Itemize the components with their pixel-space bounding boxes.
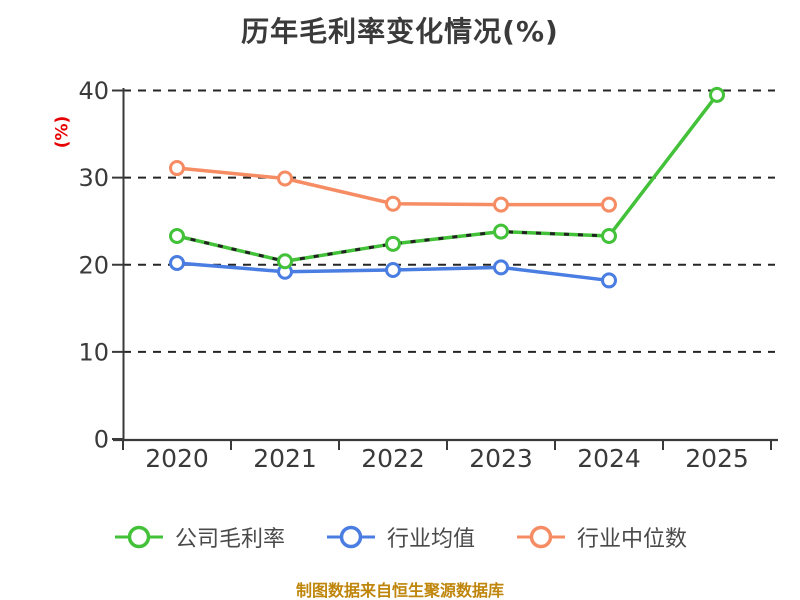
legend-item-company-gross-margin[interactable]: 公司毛利率 xyxy=(113,521,285,553)
legend-label-company-gross-margin: 公司毛利率 xyxy=(174,527,285,552)
data-point-company-gross-margin-2020 xyxy=(169,227,185,244)
data-point-company-gross-margin-2021 xyxy=(277,253,293,270)
y-tick-label-40: 40 xyxy=(78,77,109,105)
legend-item-industry-median[interactable]: 行业中位数 xyxy=(515,521,687,553)
data-point-industry-median-2022 xyxy=(385,195,401,212)
data-point-industry-average-2023 xyxy=(493,259,509,276)
data-point-company-gross-margin-2024 xyxy=(601,227,617,244)
x-tick-label-2025: 2025 xyxy=(685,444,749,473)
y-tick-label-30: 30 xyxy=(78,164,109,192)
data-point-industry-average-2024 xyxy=(601,272,617,289)
legend-marker-industry-average-icon xyxy=(326,525,375,549)
series-dash-overlay-company-gross-margin xyxy=(176,230,610,263)
data-point-industry-median-2024 xyxy=(601,196,617,213)
x-tick-label-2022: 2022 xyxy=(361,444,425,473)
y-tick-label-0: 0 xyxy=(94,426,109,454)
x-tick-label-2023: 2023 xyxy=(469,444,533,473)
data-point-industry-median-2020 xyxy=(169,160,185,177)
series-line-company-gross-margin xyxy=(175,93,719,264)
data-point-industry-average-2022 xyxy=(385,261,401,278)
x-tick-label-2021: 2021 xyxy=(253,444,317,473)
legend-item-industry-average[interactable]: 行业均值 xyxy=(325,521,475,553)
x-tick-label-2024: 2024 xyxy=(577,444,641,473)
legend: 公司毛利率 行业均值 行业中位数 xyxy=(0,521,800,553)
legend-marker-industry-median-icon xyxy=(517,525,565,549)
data-point-company-gross-margin-2022 xyxy=(385,235,401,252)
y-tick-label-20: 20 xyxy=(78,251,109,279)
legend-label-industry-median: 行业中位数 xyxy=(577,527,688,552)
data-point-company-gross-margin-2025 xyxy=(709,86,725,103)
data-point-industry-median-2023 xyxy=(493,196,509,213)
legend-marker-company-gross-margin-icon xyxy=(114,525,163,549)
data-point-industry-median-2021 xyxy=(277,170,293,187)
data-point-industry-average-2020 xyxy=(169,255,185,272)
data-source-caption: 制图数据来自恒生聚源数据库 xyxy=(295,581,504,600)
chart-title: 历年毛利率变化情况(%) xyxy=(241,15,559,48)
x-tick-label-2020: 2020 xyxy=(145,444,209,473)
y-tick-label-10: 10 xyxy=(78,338,109,366)
legend-label-industry-average: 行业均值 xyxy=(386,527,475,552)
data-point-company-gross-margin-2023 xyxy=(493,223,509,240)
